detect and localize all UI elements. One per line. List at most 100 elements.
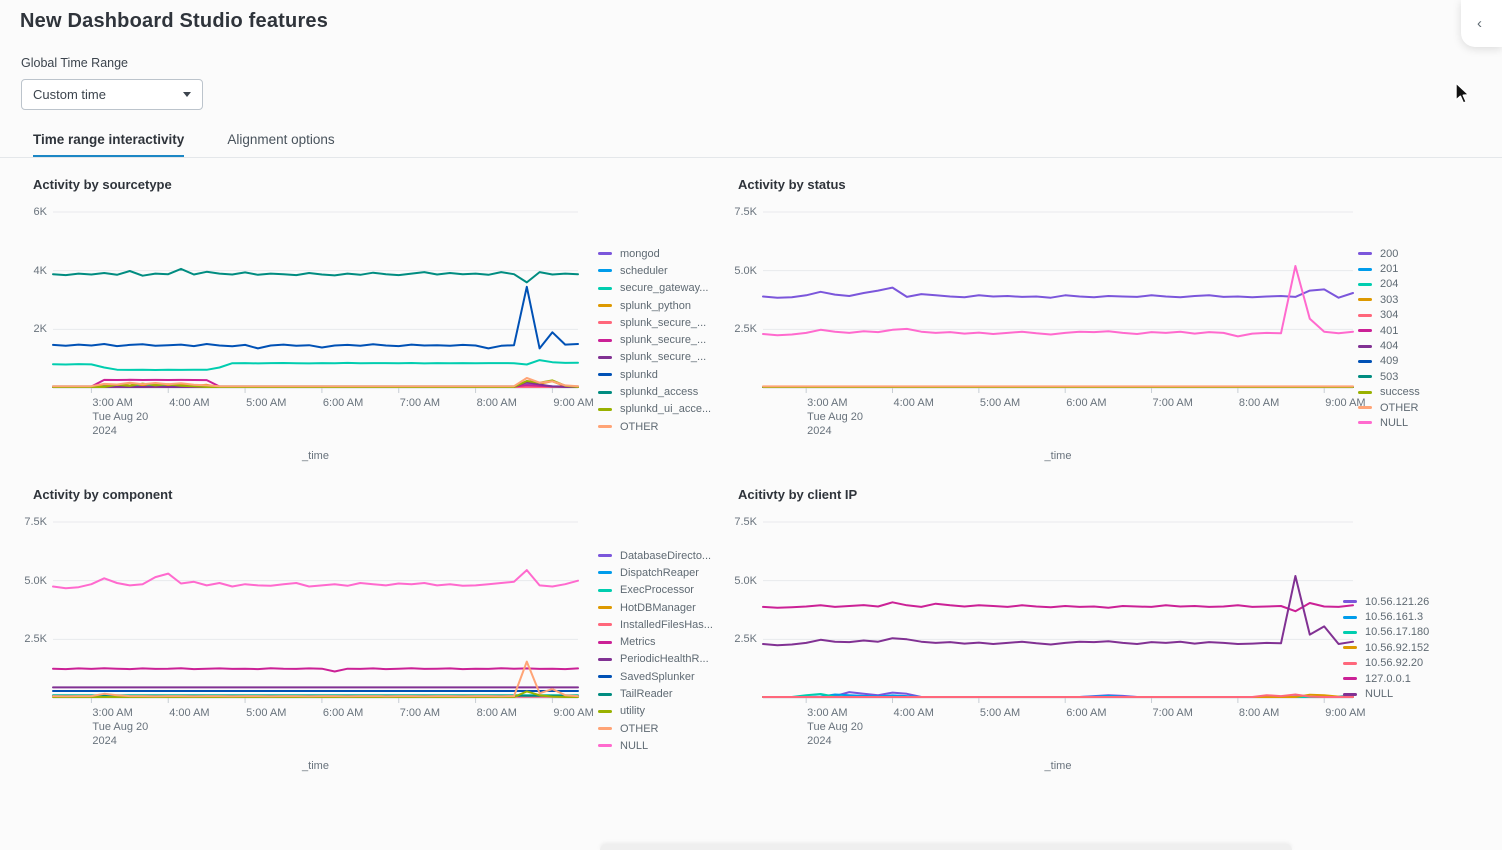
y-tick-label: 6K <box>33 206 47 218</box>
legend-swatch <box>598 425 612 429</box>
x-tick-label: 3:00 AM Tue Aug 20 2024 <box>92 707 149 747</box>
legend-item-OTHER[interactable]: OTHER <box>598 418 711 435</box>
legend-label: success <box>1380 386 1420 399</box>
x-tick-label: 5:00 AM <box>979 397 1021 409</box>
legend-item-scheduler[interactable]: scheduler <box>598 262 711 279</box>
legend-item-InstalledFilesHas...[interactable]: InstalledFilesHas... <box>598 616 713 633</box>
y-tick-label: 2.5K <box>24 633 47 646</box>
legend-item-10.56.121.26[interactable]: 10.56.121.26 <box>1343 594 1429 609</box>
legend-item-201[interactable]: 201 <box>1358 261 1420 276</box>
legend-label: 201 <box>1380 263 1399 276</box>
collapse-panel-button[interactable]: ‹ <box>1461 0 1502 47</box>
legend-swatch <box>1358 375 1372 379</box>
legend-item-splunkd[interactable]: splunkd <box>598 366 711 383</box>
legend-swatch <box>598 606 612 610</box>
series-line-200 <box>762 286 1354 299</box>
y-tick-label: 2.5K <box>734 633 757 646</box>
legend-label: splunkd_ui_acce... <box>620 403 712 416</box>
legend-label: NULL <box>1380 416 1409 429</box>
legend-item-204[interactable]: 204 <box>1358 277 1420 292</box>
chevron-down-icon <box>183 92 191 97</box>
legend-item-OTHER[interactable]: OTHER <box>1358 400 1420 415</box>
legend-item-127.0.0.1[interactable]: 127.0.0.1 <box>1343 671 1429 686</box>
plot-area <box>762 211 1354 393</box>
legend-item-NULL[interactable]: NULL <box>598 737 713 754</box>
series-line-127.0.0.1 <box>762 601 1354 613</box>
chart-title: Activity by component <box>33 487 173 502</box>
legend-swatch <box>1358 406 1372 410</box>
x-tick-date-sublabel: Tue Aug 20 <box>807 721 864 733</box>
legend-item-OTHER[interactable]: OTHER <box>598 720 713 737</box>
legend-swatch <box>598 286 612 290</box>
legend-item-TailReader[interactable]: TailReader <box>598 685 713 702</box>
legend-item-10.56.161.3[interactable]: 10.56.161.3 <box>1343 609 1429 624</box>
legend-item-304[interactable]: 304 <box>1358 308 1420 323</box>
x-tick-label: 6:00 AM <box>1066 397 1107 409</box>
tab-alignment-options[interactable]: Alignment options <box>227 132 335 147</box>
legend-item-10.56.92.20[interactable]: 10.56.92.20 <box>1343 656 1429 671</box>
legend-item-SavedSplunker[interactable]: SavedSplunker <box>598 668 713 685</box>
chart-panel-4: Acitivty by client IP 2.5K 5.0K 7.5K 3:00 AM… <box>725 480 1435 790</box>
legend-item-401[interactable]: 401 <box>1358 323 1420 338</box>
tab-time-range-interactivity[interactable]: Time range interactivity <box>33 132 185 158</box>
legend-item-ExecProcessor[interactable]: ExecProcessor <box>598 582 713 599</box>
legend-item-503[interactable]: 503 <box>1358 369 1420 384</box>
legend-item-303[interactable]: 303 <box>1358 292 1420 307</box>
legend-item-10.56.92.152[interactable]: 10.56.92.152 <box>1343 640 1429 655</box>
legend-label: splunkd <box>620 368 658 381</box>
legend-item-secure_gateway...[interactable]: secure_gateway... <box>598 280 711 297</box>
legend-item-splunk_secure_...[interactable]: splunk_secure_... <box>598 349 711 366</box>
x-tick-label: 4:00 AM <box>169 707 210 719</box>
x-axis-title: _time <box>302 450 329 462</box>
legend-label: PeriodicHealthR... <box>620 653 709 666</box>
legend-label: splunk_secure_... <box>620 334 707 347</box>
legend-item-200[interactable]: 200 <box>1358 246 1420 261</box>
legend-item-splunk_secure_...[interactable]: splunk_secure_... <box>598 314 711 331</box>
legend-swatch <box>598 623 612 627</box>
legend-item-NULL[interactable]: NULL <box>1358 415 1420 430</box>
legend-label: splunkd_access <box>620 386 699 399</box>
legend-item-Metrics[interactable]: Metrics <box>598 633 713 650</box>
legend-label: NULL <box>1365 688 1394 701</box>
legend-swatch <box>1358 252 1372 256</box>
legend-label: 303 <box>1380 293 1399 306</box>
x-tick-date-sublabel: Tue Aug 20 <box>92 411 149 423</box>
legend-item-splunk_secure_...[interactable]: splunk_secure_... <box>598 331 711 348</box>
time-range-dropdown[interactable]: Custom time <box>21 79 203 110</box>
legend-item-DatabaseDirecto...[interactable]: DatabaseDirecto... <box>598 547 713 564</box>
chart-panel-2: Activity by status 2.5K 5.0K 7.5K 3:00 AM Tue… <box>725 170 1435 470</box>
x-tick-label: 7:00 AM <box>1152 397 1193 409</box>
legend-item-PeriodicHealthR...[interactable]: PeriodicHealthR... <box>598 651 713 668</box>
legend-item-404[interactable]: 404 <box>1358 338 1420 353</box>
legend-swatch <box>598 709 612 713</box>
bottom-floating-bar[interactable] <box>600 844 1292 850</box>
legend-swatch <box>598 355 612 359</box>
x-tick-label: 8:00 AM <box>1238 397 1280 409</box>
legend-item-DispatchReaper[interactable]: DispatchReaper <box>598 564 713 581</box>
global-time-range-label: Global Time Range <box>21 56 129 70</box>
legend-label: splunk_secure_... <box>620 316 707 329</box>
legend-item-splunkd_ui_acce...[interactable]: splunkd_ui_acce... <box>598 401 711 418</box>
legend-item-mongod[interactable]: mongod <box>598 245 711 262</box>
legend-swatch <box>1343 646 1357 650</box>
x-tick-label: 9:00 AM <box>1325 397 1366 409</box>
legend-item-409[interactable]: 409 <box>1358 354 1420 369</box>
legend-label: scheduler <box>620 264 668 277</box>
legend-label: 127.0.0.1 <box>1365 672 1411 685</box>
legend-item-success[interactable]: success <box>1358 385 1420 400</box>
legend-swatch <box>598 727 612 731</box>
legend-label: Metrics <box>620 636 656 649</box>
x-tick-label: 9:00 AM <box>553 397 594 409</box>
legend-item-NULL[interactable]: NULL <box>1343 686 1429 701</box>
x-tick-label: 7:00 AM <box>1152 707 1193 719</box>
legend-item-splunk_python[interactable]: splunk_python <box>598 297 711 314</box>
legend-item-utility[interactable]: utility <box>598 703 713 720</box>
x-tick-label: 5:00 AM <box>979 707 1021 719</box>
legend-item-HotDBManager[interactable]: HotDBManager <box>598 599 713 616</box>
legend-item-10.56.17.180[interactable]: 10.56.17.180 <box>1343 625 1429 640</box>
legend-item-splunkd_access[interactable]: splunkd_access <box>598 383 711 400</box>
legend-swatch <box>1343 630 1357 634</box>
time-range-dropdown-value: Custom time <box>33 87 106 102</box>
x-tick-label: 8:00 AM <box>476 397 517 409</box>
legend-swatch <box>598 554 612 558</box>
